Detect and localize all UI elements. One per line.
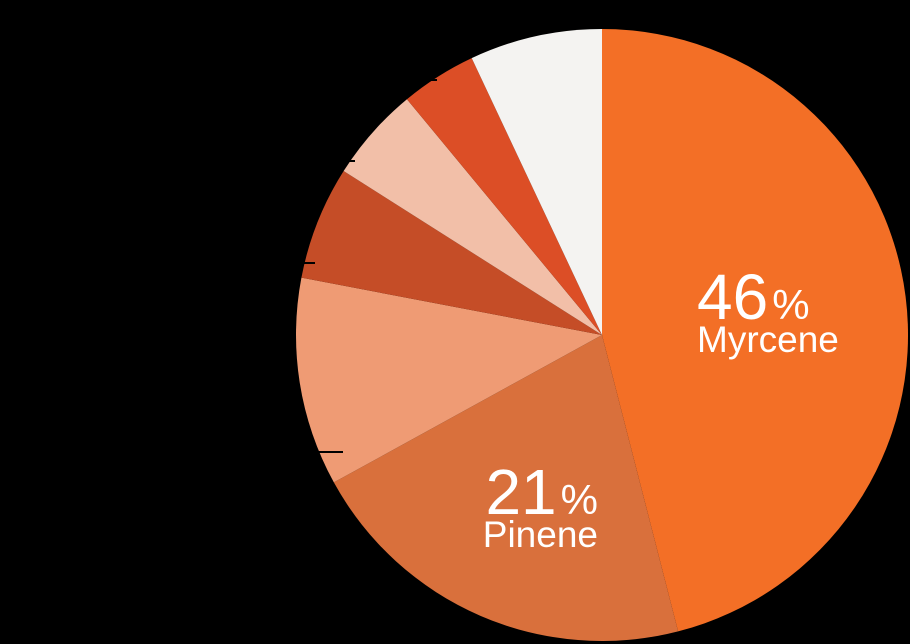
pie-slice-unlabeled-7pct xyxy=(471,29,602,335)
pinene-label: 21% Pinene xyxy=(483,460,598,553)
pie-slice-unlabeled-11pct xyxy=(295,277,602,483)
pie-slice-myrcene xyxy=(602,29,909,632)
pinene-name: Pinene xyxy=(482,514,598,555)
pinene-percent-value: 21 xyxy=(485,456,557,528)
pie-slice-unlabeled-5pct xyxy=(343,99,602,335)
pinene-percent-sign: % xyxy=(560,476,598,523)
myrcene-name: Myrcene xyxy=(697,319,839,360)
pie-slice-pinene xyxy=(333,335,679,642)
myrcene-percent-value: 46 xyxy=(697,261,769,333)
myrcene-label: 46% Myrcene xyxy=(697,265,839,358)
pie-slice-unlabeled-4pct xyxy=(406,58,602,336)
pie-slice-unlabeled-6pct xyxy=(301,171,602,335)
myrcene-percent-sign: % xyxy=(772,281,810,328)
